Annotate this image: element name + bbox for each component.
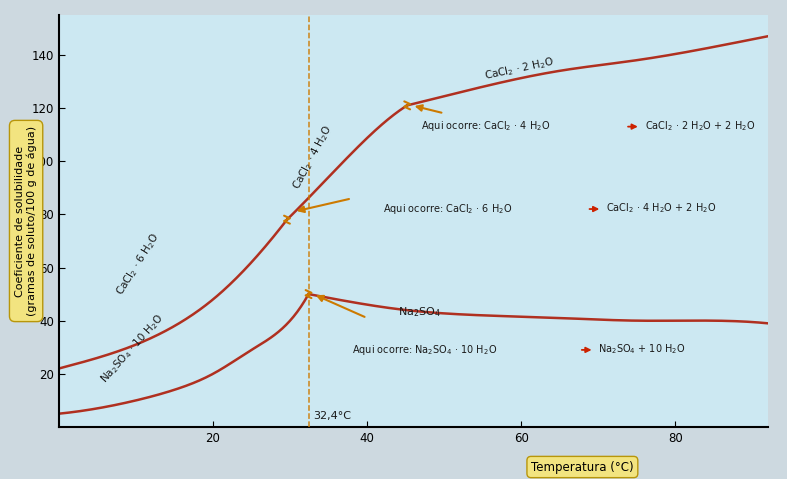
Text: Aqui ocorre: CaCl$_2$ · 4 H$_2$O: Aqui ocorre: CaCl$_2$ · 4 H$_2$O <box>421 119 550 133</box>
Y-axis label: Coeficiente de solubilidade
(gramas de soluto/100 g de água): Coeficiente de solubilidade (gramas de s… <box>15 126 37 316</box>
Text: CaCl$_2$ · 4 H$_2$O: CaCl$_2$ · 4 H$_2$O <box>290 123 335 192</box>
Text: CaCl$_2$ · 2 H$_2$O: CaCl$_2$ · 2 H$_2$O <box>482 54 555 82</box>
Text: Na$_2$SO$_4$ + 10 H$_2$O: Na$_2$SO$_4$ + 10 H$_2$O <box>598 342 686 356</box>
Text: Aqui ocorre: CaCl$_2$ · 6 H$_2$O: Aqui ocorre: CaCl$_2$ · 6 H$_2$O <box>382 202 512 216</box>
Text: CaCl$_2$ · 6 H$_2$O: CaCl$_2$ · 6 H$_2$O <box>113 230 162 298</box>
Text: CaCl$_2$ · 2 H$_2$O + 2 H$_2$O: CaCl$_2$ · 2 H$_2$O + 2 H$_2$O <box>645 119 755 133</box>
Text: CaCl$_2$ · 4 H$_2$O + 2 H$_2$O: CaCl$_2$ · 4 H$_2$O + 2 H$_2$O <box>606 202 716 216</box>
Text: 32,4°C: 32,4°C <box>313 411 351 421</box>
Text: Na$_2$SO$_4$: Na$_2$SO$_4$ <box>398 305 441 319</box>
Text: Na$_2$SO$_4$ · 10 H$_2$O: Na$_2$SO$_4$ · 10 H$_2$O <box>98 311 166 386</box>
Text: Aqui ocorre: Na$_2$SO$_4$ · 10 H$_2$O: Aqui ocorre: Na$_2$SO$_4$ · 10 H$_2$O <box>352 342 497 356</box>
Text: Temperatura (°C): Temperatura (°C) <box>531 460 634 474</box>
